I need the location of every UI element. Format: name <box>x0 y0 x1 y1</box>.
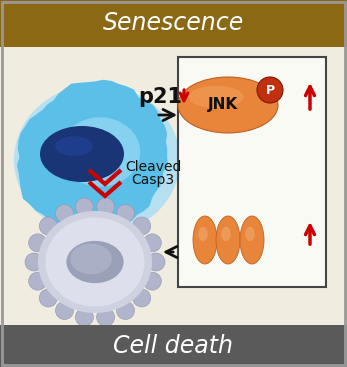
Circle shape <box>147 253 165 271</box>
Text: P: P <box>265 84 274 97</box>
Ellipse shape <box>66 241 124 283</box>
Circle shape <box>133 217 151 235</box>
Circle shape <box>257 77 283 103</box>
Ellipse shape <box>40 126 124 182</box>
Ellipse shape <box>216 216 240 264</box>
Ellipse shape <box>188 86 244 108</box>
Bar <box>0 47 347 325</box>
Circle shape <box>143 234 161 252</box>
Ellipse shape <box>178 77 278 133</box>
Ellipse shape <box>14 84 180 236</box>
Circle shape <box>143 272 161 290</box>
Text: Cell death: Cell death <box>113 334 234 358</box>
Circle shape <box>56 302 74 320</box>
Circle shape <box>75 198 93 216</box>
Text: Casp3: Casp3 <box>132 173 175 187</box>
Text: Cleaved: Cleaved <box>125 160 181 174</box>
Text: JNK: JNK <box>208 98 238 113</box>
Bar <box>0 0 347 47</box>
Circle shape <box>56 204 74 222</box>
Ellipse shape <box>60 117 140 187</box>
Circle shape <box>39 217 57 235</box>
Ellipse shape <box>240 216 264 264</box>
Bar <box>0 325 347 367</box>
Ellipse shape <box>38 211 152 313</box>
Circle shape <box>75 308 93 326</box>
Ellipse shape <box>198 227 208 241</box>
Text: p21: p21 <box>138 87 182 107</box>
Circle shape <box>29 234 47 252</box>
Circle shape <box>96 308 115 326</box>
Ellipse shape <box>245 227 255 241</box>
Bar <box>178 57 326 287</box>
Circle shape <box>39 289 57 307</box>
Text: Senescence: Senescence <box>103 11 244 36</box>
Circle shape <box>25 253 43 271</box>
Ellipse shape <box>55 136 93 156</box>
Ellipse shape <box>193 216 217 264</box>
Circle shape <box>29 272 47 290</box>
Ellipse shape <box>70 244 112 274</box>
Ellipse shape <box>45 218 144 306</box>
Circle shape <box>96 198 115 216</box>
Circle shape <box>133 289 151 307</box>
Circle shape <box>117 302 135 320</box>
Polygon shape <box>17 80 168 234</box>
Ellipse shape <box>221 227 231 241</box>
Circle shape <box>117 204 135 222</box>
